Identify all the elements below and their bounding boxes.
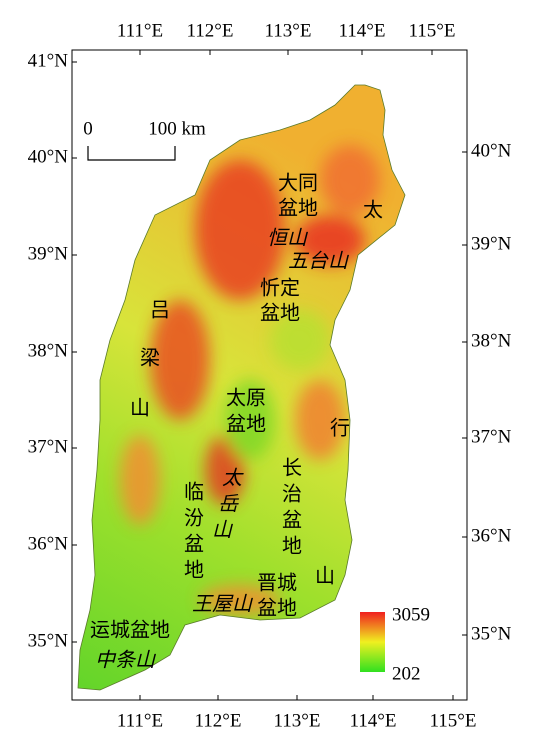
left-axis-label: 38°N [28, 340, 69, 361]
place-label: 长 [282, 457, 302, 480]
place-label: 中条山 [95, 650, 157, 672]
place-label: 临 [184, 481, 204, 504]
bottom-axis-label: 115°E [430, 710, 477, 731]
place-label: 地 [282, 535, 302, 558]
legend-color-bar [360, 612, 385, 672]
place-label: 盆 [184, 533, 204, 556]
place-label: 行 [330, 417, 350, 440]
bottom-axis-label: 114°E [350, 710, 397, 731]
place-label: 吕 [150, 300, 170, 322]
map-frame [71, 49, 468, 701]
place-label: 岳 [218, 494, 240, 516]
bottom-axis-label: 112°E [195, 710, 242, 731]
right-axis-label: 40°N [471, 140, 512, 161]
place-label: 王屋山 [192, 594, 254, 616]
place-label: 大同 [278, 172, 318, 195]
left-axis-label: 36°N [28, 533, 69, 554]
legend-max: 3059 [392, 604, 430, 625]
place-label: 治 [282, 483, 302, 506]
place-label: 太原 [226, 387, 266, 410]
left-axis-label: 41°N [28, 50, 69, 71]
scale-end: 100 km [148, 118, 206, 139]
place-label: 盆地 [260, 302, 300, 325]
left-axis-label: 40°N [28, 146, 69, 167]
top-axis-label: 112°E [187, 20, 234, 41]
place-label: 盆地 [278, 197, 318, 220]
place-label: 太 [363, 199, 383, 222]
legend-min: 202 [392, 663, 421, 684]
top-axis-label: 113°E [265, 20, 312, 41]
top-axis-label: 115°E [409, 20, 456, 41]
scale-start: 0 [83, 118, 93, 139]
left-axis-label: 39°N [28, 243, 69, 264]
right-axis-label: 39°N [471, 233, 512, 254]
place-label: 山 [315, 565, 335, 588]
place-label: 山 [130, 397, 150, 420]
bottom-axis-label: 113°E [274, 710, 321, 731]
right-axis-label: 35°N [471, 623, 512, 644]
place-label: 太 [222, 468, 244, 490]
top-axis-label: 111°E [117, 20, 163, 41]
place-label: 梁 [140, 347, 160, 370]
left-axis-label: 37°N [28, 436, 69, 457]
top-axis-label: 114°E [339, 20, 386, 41]
right-axis-label: 36°N [471, 525, 512, 546]
place-label: 汾 [184, 507, 204, 530]
place-label: 恒山 [267, 228, 309, 250]
place-label: 盆地 [226, 413, 266, 436]
place-label: 盆 [282, 509, 302, 532]
place-label: 忻定 [260, 277, 300, 300]
place-label: 山 [212, 520, 234, 542]
place-label: 晋城 [257, 572, 297, 595]
right-axis-label: 37°N [471, 426, 512, 447]
right-axis-label: 38°N [471, 330, 512, 351]
bottom-axis-label: 111°E [117, 710, 163, 731]
place-label: 运城盆地 [90, 619, 170, 642]
place-label: 五台山 [288, 251, 350, 273]
place-label: 盆地 [257, 597, 297, 620]
left-axis-label: 35°N [28, 630, 69, 651]
scale-bar [87, 146, 176, 161]
place-label: 地 [184, 559, 204, 582]
